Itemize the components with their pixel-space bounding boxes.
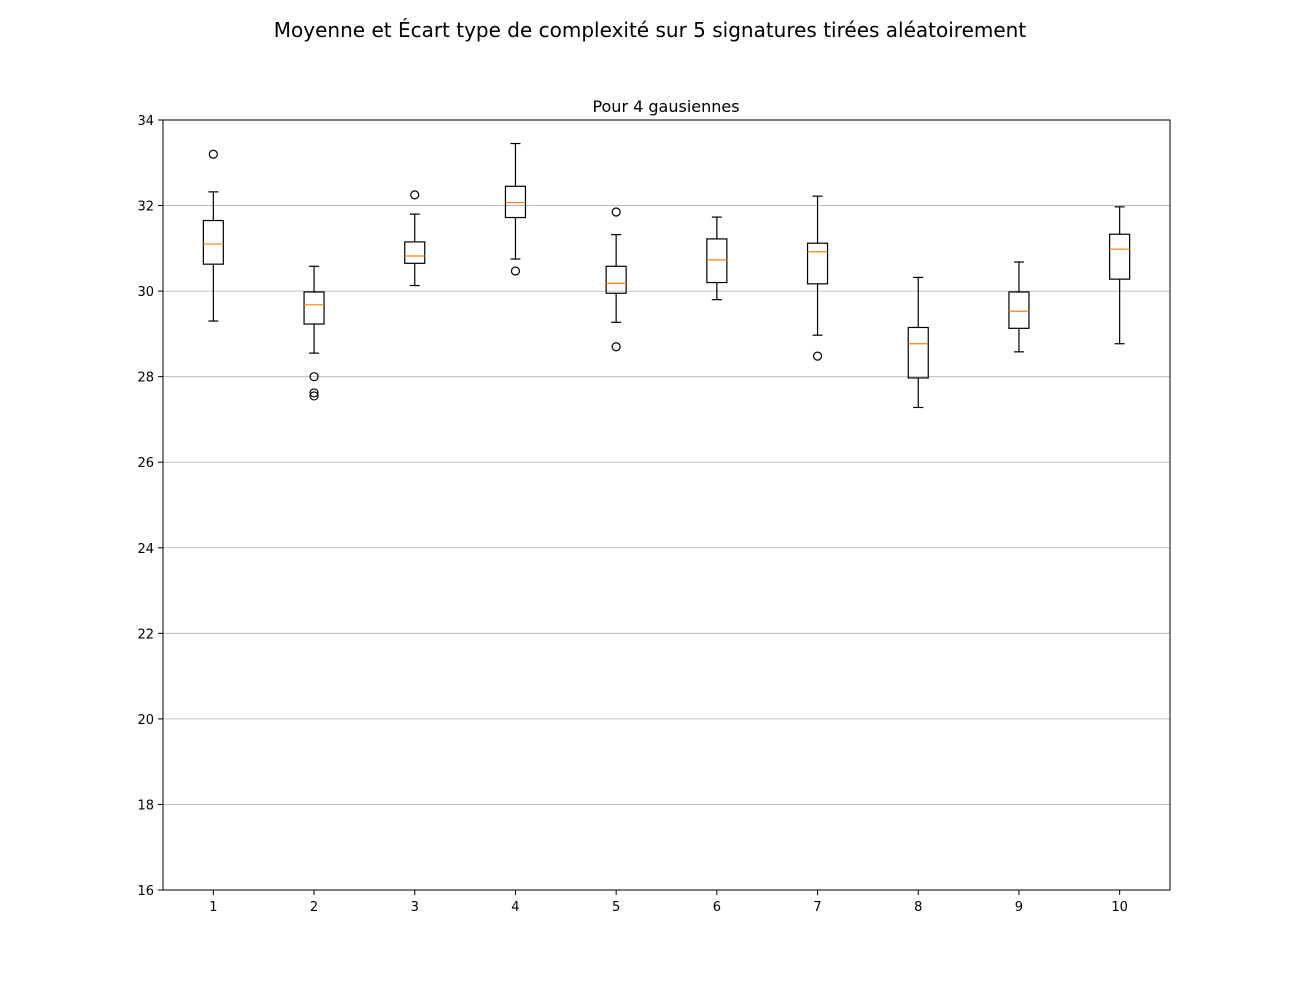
x-tick-label: 6 bbox=[713, 900, 721, 915]
box-5 bbox=[605, 207, 627, 352]
y-tick-label: 16 bbox=[137, 884, 154, 899]
box-7 bbox=[806, 195, 829, 361]
outlier-point bbox=[309, 372, 319, 382]
grid-lines bbox=[163, 205, 1170, 805]
box-2 bbox=[303, 265, 325, 401]
outlier-point bbox=[309, 388, 319, 398]
box-1 bbox=[202, 149, 224, 322]
x-tick-label: 1 bbox=[209, 900, 217, 915]
x-tick-label: 7 bbox=[813, 900, 821, 915]
box-iqr bbox=[303, 291, 325, 325]
y-axis: 16 18 20 22 24 26 28 30 32 34 bbox=[137, 114, 163, 899]
y-tick-label: 34 bbox=[137, 114, 154, 129]
y-tick-label: 22 bbox=[137, 627, 154, 642]
box-9 bbox=[1008, 261, 1030, 353]
x-tick-label: 10 bbox=[1111, 900, 1128, 915]
box-iqr bbox=[1008, 291, 1030, 329]
x-axis: 1 2 3 4 5 6 7 8 9 10 bbox=[209, 890, 1128, 915]
box-iqr bbox=[605, 265, 627, 294]
box-8 bbox=[907, 276, 929, 409]
outlier-point bbox=[309, 391, 319, 401]
figure-suptitle: Moyenne et Écart type de complexité sur … bbox=[273, 18, 1027, 42]
y-tick-label: 20 bbox=[137, 713, 154, 728]
box-3 bbox=[404, 190, 426, 287]
box-iqr bbox=[1109, 233, 1131, 280]
box-4 bbox=[504, 142, 527, 276]
y-tick-label: 24 bbox=[137, 542, 154, 557]
outlier-point bbox=[611, 342, 621, 352]
box-iqr bbox=[202, 219, 224, 265]
box-iqr bbox=[706, 238, 728, 284]
x-tick-label: 8 bbox=[914, 900, 922, 915]
outlier-point bbox=[208, 149, 218, 159]
outlier-point bbox=[410, 190, 420, 200]
outlier-point bbox=[812, 351, 823, 361]
box-iqr bbox=[806, 242, 829, 285]
x-tick-label: 2 bbox=[310, 900, 318, 915]
box-6 bbox=[706, 216, 728, 301]
y-tick-label: 26 bbox=[137, 456, 154, 471]
x-tick-label: 5 bbox=[612, 900, 620, 915]
x-tick-label: 3 bbox=[411, 900, 419, 915]
axes-title: Pour 4 gausiennes bbox=[592, 97, 739, 116]
box-iqr bbox=[504, 185, 527, 219]
y-tick-label: 28 bbox=[137, 371, 154, 386]
y-tick-label: 32 bbox=[137, 200, 154, 215]
y-tick-label: 30 bbox=[137, 285, 154, 300]
box-series bbox=[202, 142, 1131, 409]
plot-frame bbox=[162, 119, 1171, 891]
box-iqr bbox=[404, 241, 426, 264]
x-tick-label: 4 bbox=[511, 900, 519, 915]
box-10 bbox=[1109, 206, 1131, 345]
x-tick-label: 9 bbox=[1015, 900, 1023, 915]
y-tick-label: 18 bbox=[137, 798, 154, 813]
outlier-point bbox=[510, 266, 521, 276]
outlier-point bbox=[611, 207, 621, 217]
box-iqr bbox=[907, 326, 929, 379]
